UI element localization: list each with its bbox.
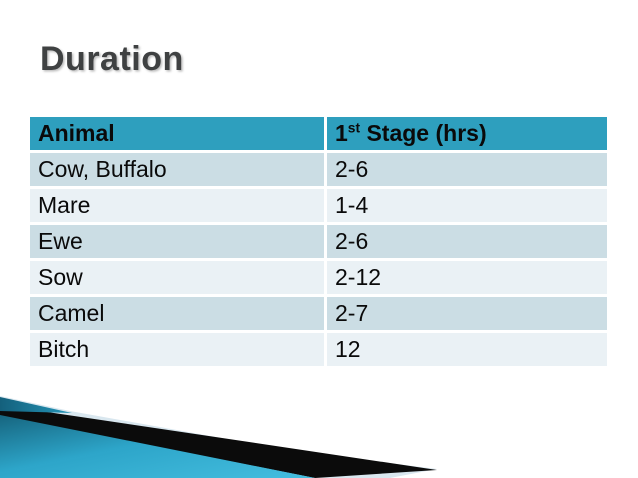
slide-title: Duration (40, 40, 184, 78)
stage-cell: 2-12 (327, 261, 607, 297)
stage-cell: 12 (327, 333, 607, 369)
table-row: Mare 1-4 (30, 189, 607, 225)
column-header-animal: Animal (30, 117, 327, 153)
table-row: Camel 2-7 (30, 297, 607, 333)
animal-cell: Camel (30, 297, 327, 333)
duration-table: Animal 1st Stage (hrs) Cow, Buffalo 2-6 … (30, 117, 607, 369)
header-stage-superscript: st (347, 120, 361, 136)
column-header-first-stage: 1st Stage (hrs) (327, 117, 607, 153)
stage-cell: 2-6 (327, 225, 607, 261)
stage-cell: 1-4 (327, 189, 607, 225)
table-row: Sow 2-12 (30, 261, 607, 297)
stage-cell: 2-7 (327, 297, 607, 333)
stage-cell: 2-6 (327, 153, 607, 189)
animal-cell: Sow (30, 261, 327, 297)
table-header-row: Animal 1st Stage (hrs) (30, 117, 607, 153)
animal-cell: Bitch (30, 333, 327, 369)
table-row: Cow, Buffalo 2-6 (30, 153, 607, 189)
table-row: Ewe 2-6 (30, 225, 607, 261)
animal-cell: Ewe (30, 225, 327, 261)
animal-cell: Mare (30, 189, 327, 225)
header-stage-number: 1 (335, 120, 348, 146)
table-row: Bitch 12 (30, 333, 607, 369)
header-stage-text: Stage (hrs) (360, 120, 487, 146)
animal-cell: Cow, Buffalo (30, 153, 327, 189)
